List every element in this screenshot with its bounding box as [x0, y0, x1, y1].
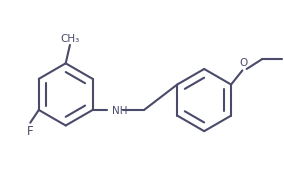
- Text: O: O: [239, 58, 247, 68]
- Text: CH₃: CH₃: [60, 33, 80, 44]
- Text: NH: NH: [112, 106, 127, 116]
- Text: F: F: [27, 125, 34, 138]
